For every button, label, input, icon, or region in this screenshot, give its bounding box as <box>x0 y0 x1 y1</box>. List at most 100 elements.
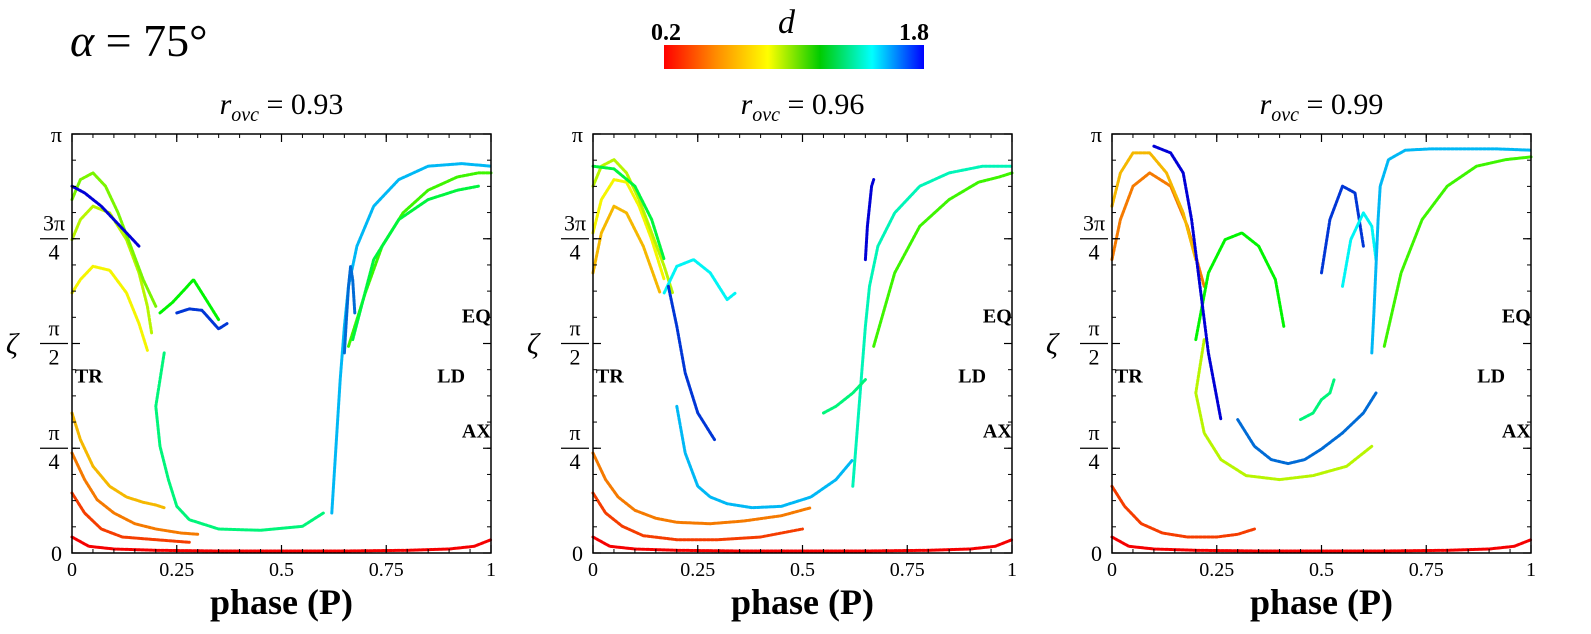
title-value: = 0.99 <box>1299 88 1383 121</box>
series-line-2-7 <box>662 258 737 302</box>
series-line-1-11 <box>70 184 141 248</box>
y-tick-label-num: 3π <box>1083 211 1105 236</box>
y-axis-label: ζ <box>6 328 20 361</box>
series-line-1-3 <box>70 451 200 536</box>
series-line-2-14 <box>591 164 666 262</box>
title-subscript: ovc <box>752 104 780 126</box>
y-axis-label: ζ <box>1046 328 1060 361</box>
y-tick-label-num: π <box>48 420 59 445</box>
y-tick-label-den: 4 <box>49 449 60 474</box>
region-label-eq: EQ <box>462 306 491 328</box>
x-axis-label: phase (P) <box>210 582 353 622</box>
y-tick-label-den: 4 <box>570 240 581 265</box>
region-label-ld: LD <box>1477 366 1505 388</box>
title-symbol: r <box>741 88 753 121</box>
colorbar-title: d <box>778 4 795 41</box>
title-value: = 0.96 <box>780 88 864 121</box>
series-line-1-8 <box>158 278 221 322</box>
series-line-1-9 <box>154 351 325 532</box>
y-tick-label-num: 3π <box>43 211 65 236</box>
series-line-3-3 <box>1110 171 1206 288</box>
colorbar-gradient <box>664 45 924 69</box>
y-tick-label-den: 4 <box>1089 240 1100 265</box>
series-line-2-10 <box>851 164 1014 488</box>
x-tick-label: 0.25 <box>159 559 194 581</box>
series-line-3-7 <box>1152 144 1223 422</box>
title-symbol: r <box>220 88 232 121</box>
panel-title-1: rovc = 0.93 <box>220 88 344 126</box>
y-tick-label: 0 <box>572 541 583 566</box>
series-line-3-2 <box>1110 484 1256 539</box>
plot-frame-1 <box>71 133 492 554</box>
region-label-eq: EQ <box>983 306 1012 328</box>
x-axis-label: phase (P) <box>731 582 874 622</box>
chart-panel-3: 0 0.25 0.5 0.75 1 0 π 4 π 2 3π 4 π TR EQ LD AX phase (P) ζ… <box>1046 88 1536 622</box>
y-tick-label: π <box>51 122 62 147</box>
title-value: = 0.93 <box>259 88 343 121</box>
x-tick-label: 1 <box>486 559 496 581</box>
y-tick-label-num: π <box>48 315 59 340</box>
title-subscript: ovc <box>1271 104 1299 126</box>
series-line-3-6 <box>1194 231 1286 342</box>
series-line-2-4 <box>591 204 662 295</box>
y-tick-label-num: π <box>1088 315 1099 340</box>
series-line-2-2 <box>591 491 804 542</box>
x-tick-label: 1 <box>1526 559 1536 581</box>
y-tick-label-den: 2 <box>49 344 60 369</box>
series-line-2-9 <box>675 404 855 510</box>
alpha-label: α = 75° <box>70 14 208 67</box>
chart-panel-2: 0 0.25 0.5 0.75 1 0 π 4 π 2 3π 4 π TR EQ LD AX phase (P) ζ… <box>527 88 1017 622</box>
region-label-tr: TR <box>596 366 624 388</box>
region-label-ld: LD <box>958 366 986 388</box>
series-line-1-10 <box>330 162 493 515</box>
region-label-eq: EQ <box>1502 306 1531 328</box>
series-line-2-11 <box>863 178 876 262</box>
series-line-1-6 <box>70 204 154 335</box>
region-label-ld: LD <box>437 366 465 388</box>
y-tick-label: 0 <box>51 541 62 566</box>
y-tick-label: π <box>1091 122 1102 147</box>
series-line-3-8 <box>1236 391 1378 466</box>
region-label-ax: AX <box>462 420 491 442</box>
y-tick-label-num: π <box>569 315 580 340</box>
x-tick-label: 0.5 <box>790 559 815 581</box>
y-tick-label-den: 4 <box>1089 449 1100 474</box>
y-tick-label-den: 4 <box>570 449 581 474</box>
x-axis-label: phase (P) <box>1250 582 1393 622</box>
series-line-3-10 <box>1341 211 1378 288</box>
series-line-3-13 <box>1299 378 1336 422</box>
title-subscript: ovc <box>231 104 259 126</box>
series-line-3-5 <box>1194 338 1374 482</box>
x-tick-label: 0 <box>588 559 598 581</box>
x-tick-label: 0.5 <box>1309 559 1334 581</box>
x-tick-label: 0.75 <box>1409 559 1444 581</box>
series-line-1-4 <box>70 411 166 510</box>
series-line-3-4 <box>1110 151 1198 262</box>
x-tick-label: 0 <box>67 559 77 581</box>
region-label-tr: TR <box>75 366 103 388</box>
panel-title-2: rovc = 0.96 <box>741 88 865 126</box>
colorbar-max-label: 1.8 <box>899 20 929 46</box>
panel-title-3: rovc = 0.99 <box>1260 88 1384 126</box>
region-label-ax: AX <box>1502 420 1531 442</box>
y-tick-label-num: π <box>1088 420 1099 445</box>
x-tick-label: 0.75 <box>369 559 404 581</box>
series-line-1-13 <box>342 264 357 355</box>
x-tick-label: 1 <box>1007 559 1017 581</box>
y-tick-label-den: 2 <box>1089 344 1100 369</box>
series-line-3-12 <box>1382 155 1533 348</box>
series-line-2-13 <box>872 171 1014 348</box>
series-line-1-12 <box>175 307 229 331</box>
y-tick-label: 0 <box>1091 541 1102 566</box>
y-tick-label: π <box>572 122 583 147</box>
x-tick-label: 0.25 <box>680 559 715 581</box>
series-line-2-3 <box>591 451 813 526</box>
x-tick-label: 0.5 <box>269 559 294 581</box>
y-tick-label-num: 3π <box>564 211 586 236</box>
series-line-1-7 <box>70 171 158 308</box>
region-label-tr: TR <box>1115 366 1143 388</box>
chart-panel-1: 0 0.25 0.5 0.75 1 0 π 4 π 2 3π 4 π TR EQ LD AX phase (P) ζ… <box>6 88 496 622</box>
series-line-1-2 <box>70 491 191 544</box>
